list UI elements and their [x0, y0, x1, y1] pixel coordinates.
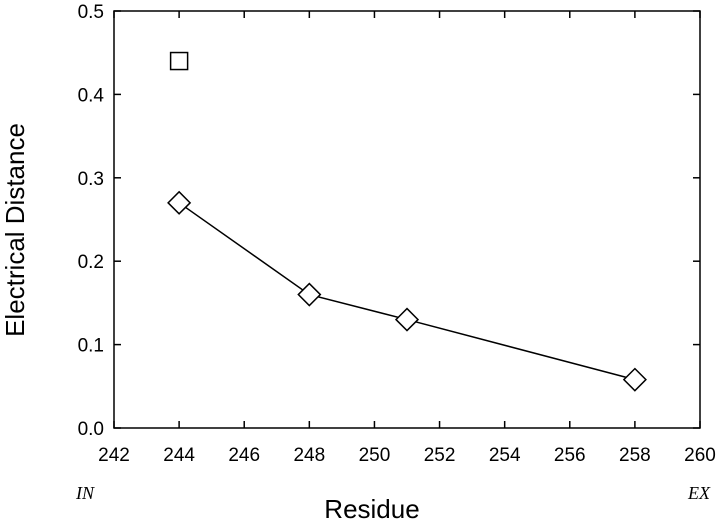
- y-tick-label: 0.4: [78, 85, 105, 106]
- series-square: [169, 51, 189, 71]
- diamond-point: [297, 282, 322, 307]
- diamond-point: [167, 190, 192, 215]
- x-tick-label: 260: [684, 445, 716, 466]
- series-diamond: [167, 190, 647, 392]
- plot-frame: [113, 10, 701, 429]
- series-line: [178, 202, 636, 381]
- y-tick-label: 0.0: [78, 419, 104, 440]
- x-tick-label: 258: [619, 445, 651, 466]
- y-tick-label: 0.3: [78, 169, 104, 190]
- in-annotation: IN: [75, 483, 95, 503]
- tick-labels: 242 244 246 248 250 252 254 256 258 260 0.0 0.1 0.2 0…: [78, 2, 716, 466]
- x-tick-label: 248: [293, 445, 325, 466]
- x-tick-label: 244: [163, 445, 195, 466]
- y-axis-title: Electrical Distance: [0, 123, 30, 337]
- x-tick-label: 252: [424, 445, 456, 466]
- axis-ticks: [113, 10, 701, 429]
- y-tick-label: 0.2: [78, 252, 104, 273]
- y-tick-label: 0.5: [78, 2, 104, 23]
- diamond-point: [622, 367, 647, 392]
- diamond-point: [394, 307, 420, 332]
- x-tick-label: 242: [98, 445, 130, 466]
- square-point: [169, 51, 189, 71]
- x-tick-label: 250: [359, 445, 391, 466]
- x-tick-label: 246: [228, 445, 260, 466]
- y-tick-label: 0.1: [78, 336, 104, 357]
- series-layer: [167, 51, 647, 392]
- ex-annotation: EX: [687, 483, 711, 503]
- x-tick-label: 254: [489, 445, 521, 466]
- x-tick-label: 256: [554, 445, 586, 466]
- x-axis-title: Residue: [324, 494, 419, 524]
